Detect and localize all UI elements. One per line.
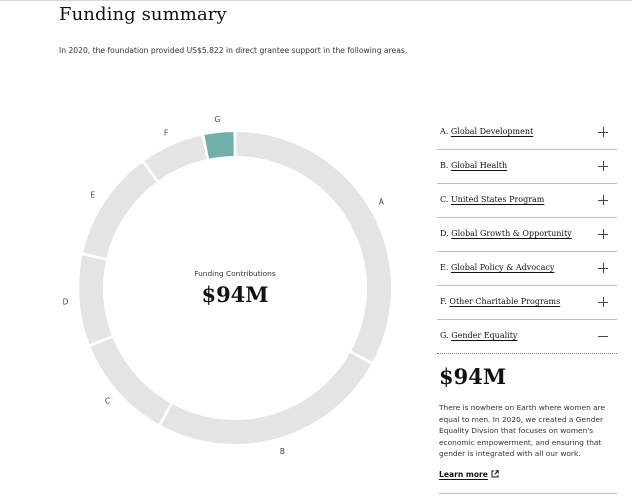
expand-plus-icon[interactable] xyxy=(598,229,608,239)
learn-more-link[interactable]: Learn more xyxy=(439,470,499,479)
intro-text: In 2020, the foundation provided US$5.82… xyxy=(59,46,408,55)
segment-label-c: C xyxy=(105,396,110,405)
accordion-item-gender-equality[interactable]: G. Gender Equality xyxy=(437,320,617,354)
funding-areas-accordion: A. Global Development B. Global Health C… xyxy=(437,116,617,354)
accordion-item-label: Other Charitable Programs xyxy=(449,297,561,306)
accordion-letter: G. xyxy=(440,331,449,340)
segment-label-d: D xyxy=(63,297,69,306)
top-divider xyxy=(0,0,632,1)
segment-label-e: E xyxy=(91,191,96,200)
donut-segment-c[interactable] xyxy=(90,337,171,424)
expand-plus-icon[interactable] xyxy=(598,297,608,307)
chart-center-label: Funding Contributions xyxy=(194,269,276,278)
accordion-item-global-development[interactable]: A. Global Development xyxy=(437,116,617,150)
accordion-letter: A. xyxy=(440,127,449,136)
accordion-item-label: Global Growth & Opportunity xyxy=(451,229,572,238)
donut-segment-b[interactable] xyxy=(161,352,371,444)
segment-label-g: G xyxy=(215,115,221,124)
accordion-letter: C. xyxy=(440,195,449,204)
accordion-item-label: Gender Equality xyxy=(451,331,518,340)
accordion-letter: D. xyxy=(440,229,449,238)
detail-value: $94M xyxy=(439,364,507,389)
donut-segment-g[interactable] xyxy=(204,132,234,159)
donut-segment-f[interactable] xyxy=(144,135,207,181)
accordion-item-global-growth-opportunity[interactable]: D. Global Growth & Opportunity xyxy=(437,218,617,252)
learn-more-label: Learn more xyxy=(439,470,488,479)
accordion-letter: B. xyxy=(440,161,449,170)
page-title: Funding summary xyxy=(59,4,227,25)
donut-segment-e[interactable] xyxy=(83,162,157,258)
accordion-item-other-charitable-programs[interactable]: F. Other Charitable Programs xyxy=(437,286,617,320)
external-link-icon xyxy=(491,470,499,478)
segment-label-b: B xyxy=(280,447,285,456)
panel-bottom-divider xyxy=(439,493,617,494)
expand-plus-icon[interactable] xyxy=(598,263,608,273)
accordion-item-label: Global Health xyxy=(450,161,508,170)
segment-label-a: A xyxy=(379,197,385,206)
segment-label-f: F xyxy=(164,129,168,138)
donut-segment-d[interactable] xyxy=(79,255,112,345)
accordion-item-united-states-program[interactable]: C. United States Program xyxy=(437,184,617,218)
accordion-item-global-health[interactable]: B. Global Health xyxy=(437,150,617,184)
expand-plus-icon[interactable] xyxy=(598,127,608,137)
accordion-letter: E. xyxy=(440,263,449,272)
expand-plus-icon[interactable] xyxy=(598,195,608,205)
collapse-minus-icon[interactable] xyxy=(598,331,608,341)
donut-segment-a[interactable] xyxy=(236,132,391,362)
expand-plus-icon[interactable] xyxy=(598,161,608,171)
accordion-item-global-policy-advocacy[interactable]: E. Global Policy & Advocacy xyxy=(437,252,617,286)
detail-description: There is nowhere on Earth where women ar… xyxy=(439,403,606,459)
chart-center-value: $94M xyxy=(201,282,269,307)
accordion-item-label: United States Program xyxy=(450,195,545,204)
accordion-letter: F. xyxy=(440,297,447,306)
accordion-item-label: Global Policy & Advocacy xyxy=(450,263,555,272)
accordion-item-label: Global Development xyxy=(450,127,534,136)
